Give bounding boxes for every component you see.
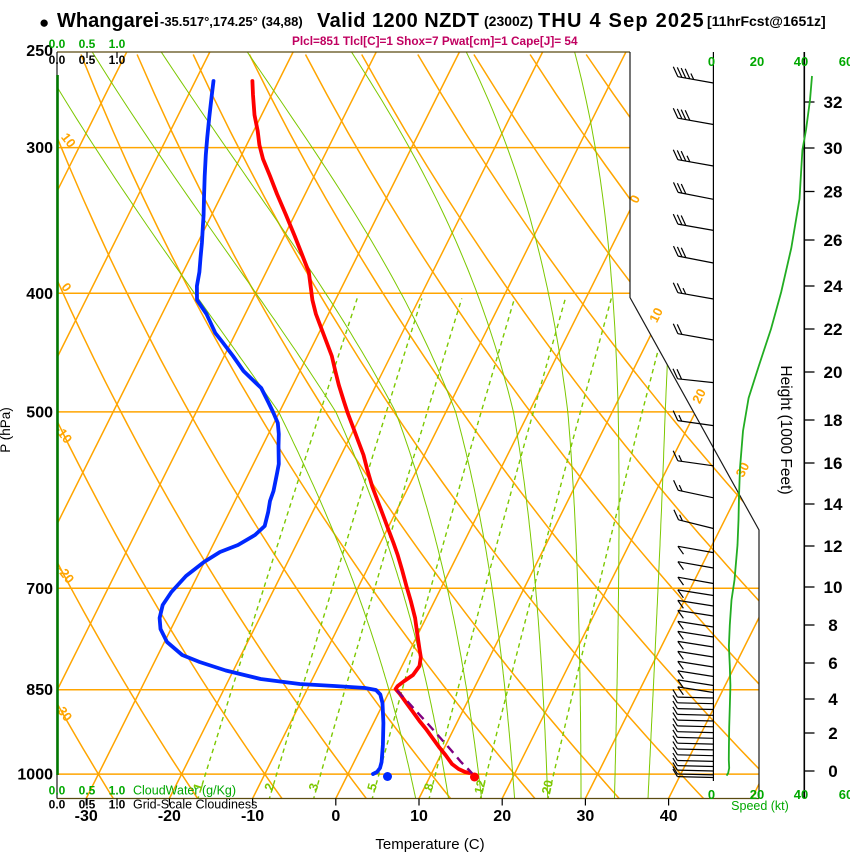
- svg-text:20: 20: [539, 779, 556, 796]
- svg-text:2: 2: [262, 782, 277, 793]
- svg-text:60: 60: [839, 787, 850, 802]
- svg-text:●: ●: [39, 13, 49, 32]
- svg-text:30: 30: [577, 808, 595, 825]
- svg-text:10: 10: [824, 578, 843, 597]
- svg-text:400: 400: [26, 286, 53, 303]
- svg-text:-10: -10: [241, 808, 264, 825]
- svg-text:0.5: 0.5: [79, 798, 96, 812]
- svg-text:Grid-Scale Cloudiness: Grid-Scale Cloudiness: [133, 798, 257, 812]
- svg-text:60: 60: [839, 54, 850, 69]
- svg-text:1.0: 1.0: [109, 784, 126, 798]
- svg-text:26: 26: [824, 231, 843, 250]
- svg-text:250: 250: [26, 43, 53, 60]
- svg-text:1000: 1000: [17, 767, 53, 784]
- svg-text:CloudWater (g/Kg): CloudWater (g/Kg): [133, 784, 236, 798]
- svg-text:-20: -20: [158, 808, 181, 825]
- svg-text:Whangarei: Whangarei: [57, 10, 159, 32]
- svg-text:20: 20: [493, 808, 511, 825]
- svg-text:Valid 1200 NZDT: Valid 1200 NZDT: [317, 10, 479, 32]
- svg-text:12: 12: [472, 779, 489, 796]
- svg-text:30: 30: [824, 139, 843, 158]
- svg-text:Speed (kt): Speed (kt): [731, 799, 789, 813]
- svg-text:8: 8: [828, 616, 837, 635]
- svg-text:Temperature (C): Temperature (C): [375, 836, 484, 853]
- svg-text:-35.517°,174.25° (34,88): -35.517°,174.25° (34,88): [160, 14, 303, 29]
- svg-text:5: 5: [365, 782, 380, 792]
- svg-text:20: 20: [750, 787, 764, 802]
- svg-text:10: 10: [646, 305, 666, 325]
- svg-text:P (hPa): P (hPa): [0, 407, 13, 453]
- svg-text:0: 0: [331, 808, 340, 825]
- svg-text:300: 300: [26, 140, 53, 157]
- svg-text:0.0: 0.0: [49, 37, 66, 51]
- svg-text:32: 32: [824, 93, 843, 112]
- svg-text:-30: -30: [75, 808, 98, 825]
- svg-text:850: 850: [26, 682, 53, 699]
- svg-text:1.0: 1.0: [109, 798, 126, 812]
- svg-text:40: 40: [794, 787, 808, 802]
- svg-text:20: 20: [750, 54, 764, 69]
- svg-text:0.5: 0.5: [79, 53, 96, 67]
- svg-text:1.0: 1.0: [109, 37, 126, 51]
- svg-text:16: 16: [824, 454, 843, 473]
- svg-text:3: 3: [306, 782, 321, 793]
- svg-text:12: 12: [824, 537, 843, 556]
- svg-text:8: 8: [421, 782, 436, 792]
- svg-text:0.0: 0.0: [49, 53, 66, 67]
- svg-text:THU 4 Sep 2025: THU 4 Sep 2025: [538, 10, 705, 32]
- svg-text:0: 0: [828, 762, 837, 781]
- svg-text:20: 20: [689, 386, 709, 406]
- svg-text:0.0: 0.0: [49, 798, 66, 812]
- svg-text:14: 14: [824, 495, 843, 514]
- svg-text:0.5: 0.5: [79, 37, 96, 51]
- svg-text:500: 500: [26, 404, 53, 421]
- svg-text:0: 0: [708, 54, 715, 69]
- svg-text:28: 28: [824, 183, 843, 202]
- svg-text:(2300Z): (2300Z): [484, 13, 533, 29]
- svg-text:18: 18: [824, 411, 843, 430]
- svg-text:0: 0: [708, 787, 715, 802]
- svg-text:[11hrFcst@1651z]: [11hrFcst@1651z]: [707, 13, 826, 29]
- svg-text:Plcl=851 Tlcl[C]=1 Shox=7 Pwat: Plcl=851 Tlcl[C]=1 Shox=7 Pwat[cm]=1 Cap…: [292, 34, 578, 48]
- svg-text:1: 1: [190, 781, 205, 792]
- svg-text:40: 40: [660, 808, 678, 825]
- svg-text:24: 24: [824, 277, 843, 296]
- svg-text:40: 40: [794, 54, 808, 69]
- svg-text:4: 4: [828, 690, 838, 709]
- svg-text:22: 22: [824, 320, 843, 339]
- svg-text:30: 30: [733, 460, 753, 480]
- svg-text:10: 10: [410, 808, 428, 825]
- svg-text:1.0: 1.0: [109, 53, 126, 67]
- svg-text:0.5: 0.5: [79, 784, 96, 798]
- svg-text:20: 20: [824, 363, 843, 382]
- svg-text:Height (1000 Feet): Height (1000 Feet): [777, 365, 794, 494]
- svg-text:700: 700: [26, 581, 53, 598]
- svg-text:6: 6: [828, 654, 837, 673]
- svg-text:2: 2: [828, 724, 837, 743]
- svg-text:0.0: 0.0: [49, 784, 66, 798]
